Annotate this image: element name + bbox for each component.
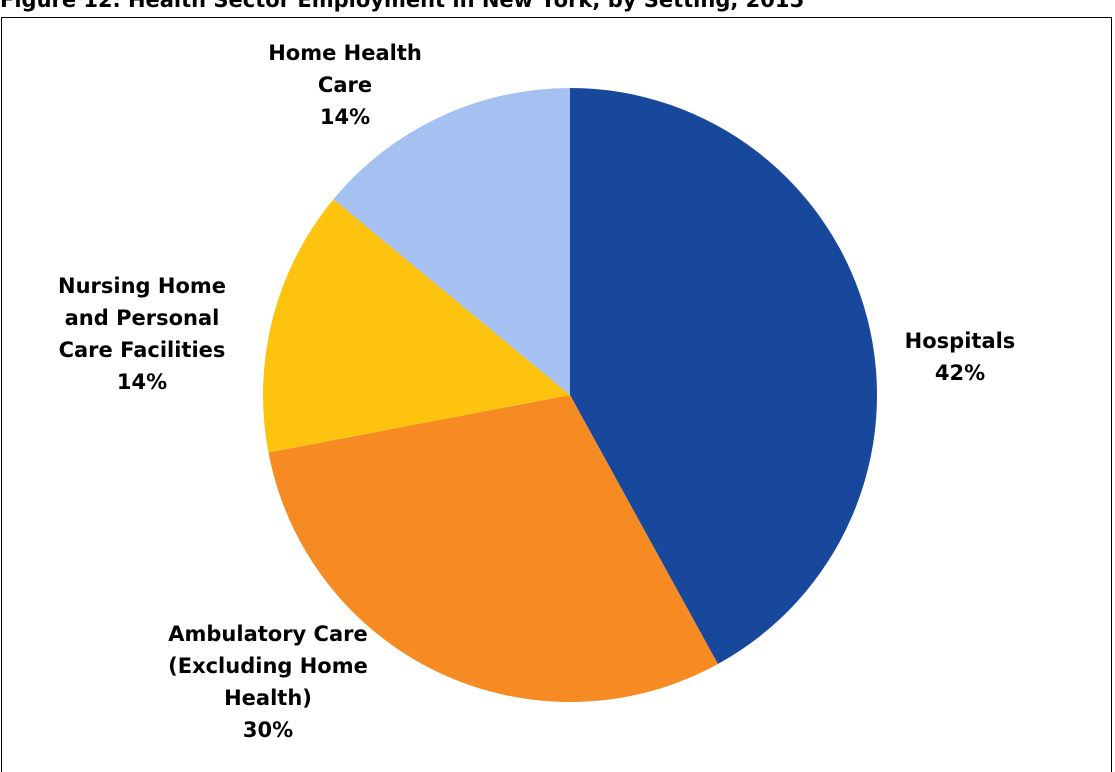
chart-frame bbox=[1, 17, 1112, 772]
slice-label: Ambulatory Care (Excluding Home Health) 3… bbox=[163, 618, 373, 746]
value-label: 14% bbox=[116, 370, 168, 394]
value-label: 14% bbox=[319, 105, 371, 129]
category-label: Nursing Home and Personal Care Facilitie… bbox=[58, 274, 226, 362]
pie-slice bbox=[570, 88, 877, 665]
slice-label: Home Health Care 14% bbox=[250, 37, 440, 133]
value-label: 42% bbox=[934, 361, 986, 385]
pie-slice bbox=[262, 199, 570, 453]
slice-label: Hospitals 42% bbox=[860, 325, 1060, 389]
category-label: Hospitals bbox=[904, 329, 1016, 353]
chart-title: Figure 12. Health Sector Employment in N… bbox=[0, 0, 805, 12]
category-label: Home Health Care bbox=[268, 41, 422, 97]
pie-slice bbox=[268, 395, 718, 702]
pie-slice bbox=[333, 87, 570, 395]
value-label: 30% bbox=[242, 718, 294, 742]
category-label: Ambulatory Care (Excluding Home Health) bbox=[168, 622, 368, 710]
slice-label: Nursing Home and Personal Care Facilitie… bbox=[37, 270, 247, 398]
